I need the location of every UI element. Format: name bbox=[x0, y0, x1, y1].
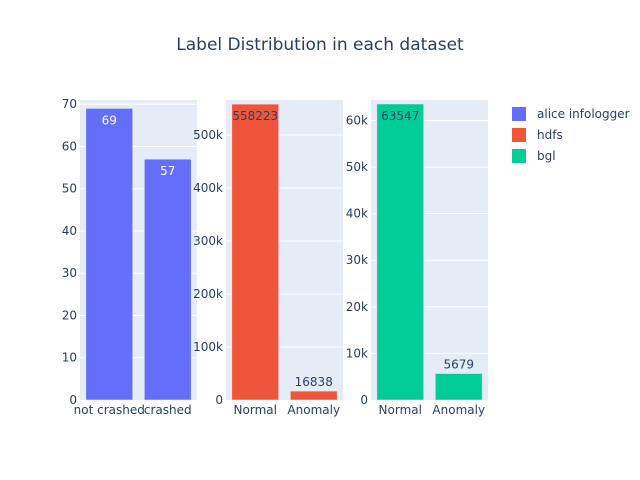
y-tick-label: 400k bbox=[193, 181, 223, 195]
data-label: 16838 bbox=[295, 375, 333, 389]
data-label: 57 bbox=[160, 164, 175, 178]
x-tick-label: Anomaly bbox=[432, 403, 485, 417]
legend-swatch bbox=[512, 149, 526, 163]
y-tick-label: 20k bbox=[346, 300, 368, 314]
bar-normal[interactable] bbox=[376, 103, 424, 401]
subplot-1: 0 10 20 30 40 50 60 70 69 not crashed 57 crashed bbox=[62, 97, 197, 417]
bar-anomaly[interactable] bbox=[435, 373, 483, 401]
y-tick-label: 40 bbox=[62, 224, 77, 238]
y-tick-label: 10k bbox=[346, 346, 368, 360]
legend-label: hdfs bbox=[537, 128, 563, 142]
y-tick-label: 70 bbox=[62, 97, 77, 111]
y-tick-label: 0 bbox=[360, 393, 368, 407]
y-tick-label: 50 bbox=[62, 182, 77, 196]
y-tick-label: 60 bbox=[62, 139, 77, 153]
subplot-3: 0 10k 20k 30k 40k 50k 60k 63547 Normal 5679 Anomal… bbox=[346, 100, 488, 417]
subplots: 0 10 20 30 40 50 60 70 69 not crashed 57 crashed 0 10… bbox=[62, 97, 488, 417]
data-label: 558223 bbox=[232, 109, 278, 123]
x-tick-label: Normal bbox=[379, 403, 422, 417]
y-tick-label: 30 bbox=[62, 266, 77, 280]
y-tick-label: 20 bbox=[62, 308, 77, 322]
y-tick-label: 200k bbox=[193, 287, 223, 301]
x-tick-label: Normal bbox=[234, 403, 277, 417]
legend-item[interactable]: hdfs bbox=[512, 128, 563, 142]
y-tick-label: 500k bbox=[193, 128, 223, 142]
data-label: 63547 bbox=[381, 109, 419, 123]
subplot-2: 0 100k 200k 300k 400k 500k 558223 Normal 16838 An… bbox=[193, 100, 343, 417]
x-tick-label: Anomaly bbox=[287, 403, 340, 417]
chart-title: Label Distribution in each dataset bbox=[176, 35, 464, 55]
y-tick-label: 0 bbox=[215, 393, 223, 407]
legend-item[interactable]: bgl bbox=[512, 149, 556, 163]
bar-not-crashed[interactable] bbox=[85, 108, 133, 401]
legend[interactable]: alice infologger hdfs bgl bbox=[512, 107, 630, 163]
y-tick-label: 50k bbox=[346, 160, 368, 174]
y-tick-label: 10 bbox=[62, 351, 77, 365]
legend-label: alice infologger bbox=[537, 107, 630, 121]
data-label: 69 bbox=[102, 113, 117, 127]
y-tick-label: 0 bbox=[69, 393, 77, 407]
legend-item[interactable]: alice infologger bbox=[512, 107, 630, 121]
x-tick-label: not crashed bbox=[74, 403, 145, 417]
bar-normal[interactable] bbox=[231, 103, 279, 401]
y-tick-label: 30k bbox=[346, 253, 368, 267]
legend-swatch bbox=[512, 107, 526, 121]
y-tick-label: 40k bbox=[346, 207, 368, 221]
x-tick-label: crashed bbox=[144, 403, 192, 417]
data-label: 5679 bbox=[443, 358, 474, 372]
y-tick-label: 300k bbox=[193, 234, 223, 248]
legend-swatch bbox=[512, 128, 526, 142]
bar-anomaly[interactable] bbox=[290, 390, 338, 401]
bar-crashed[interactable] bbox=[144, 158, 192, 401]
y-tick-label: 60k bbox=[346, 113, 368, 127]
legend-label: bgl bbox=[537, 149, 556, 163]
y-tick-label: 100k bbox=[193, 340, 223, 354]
